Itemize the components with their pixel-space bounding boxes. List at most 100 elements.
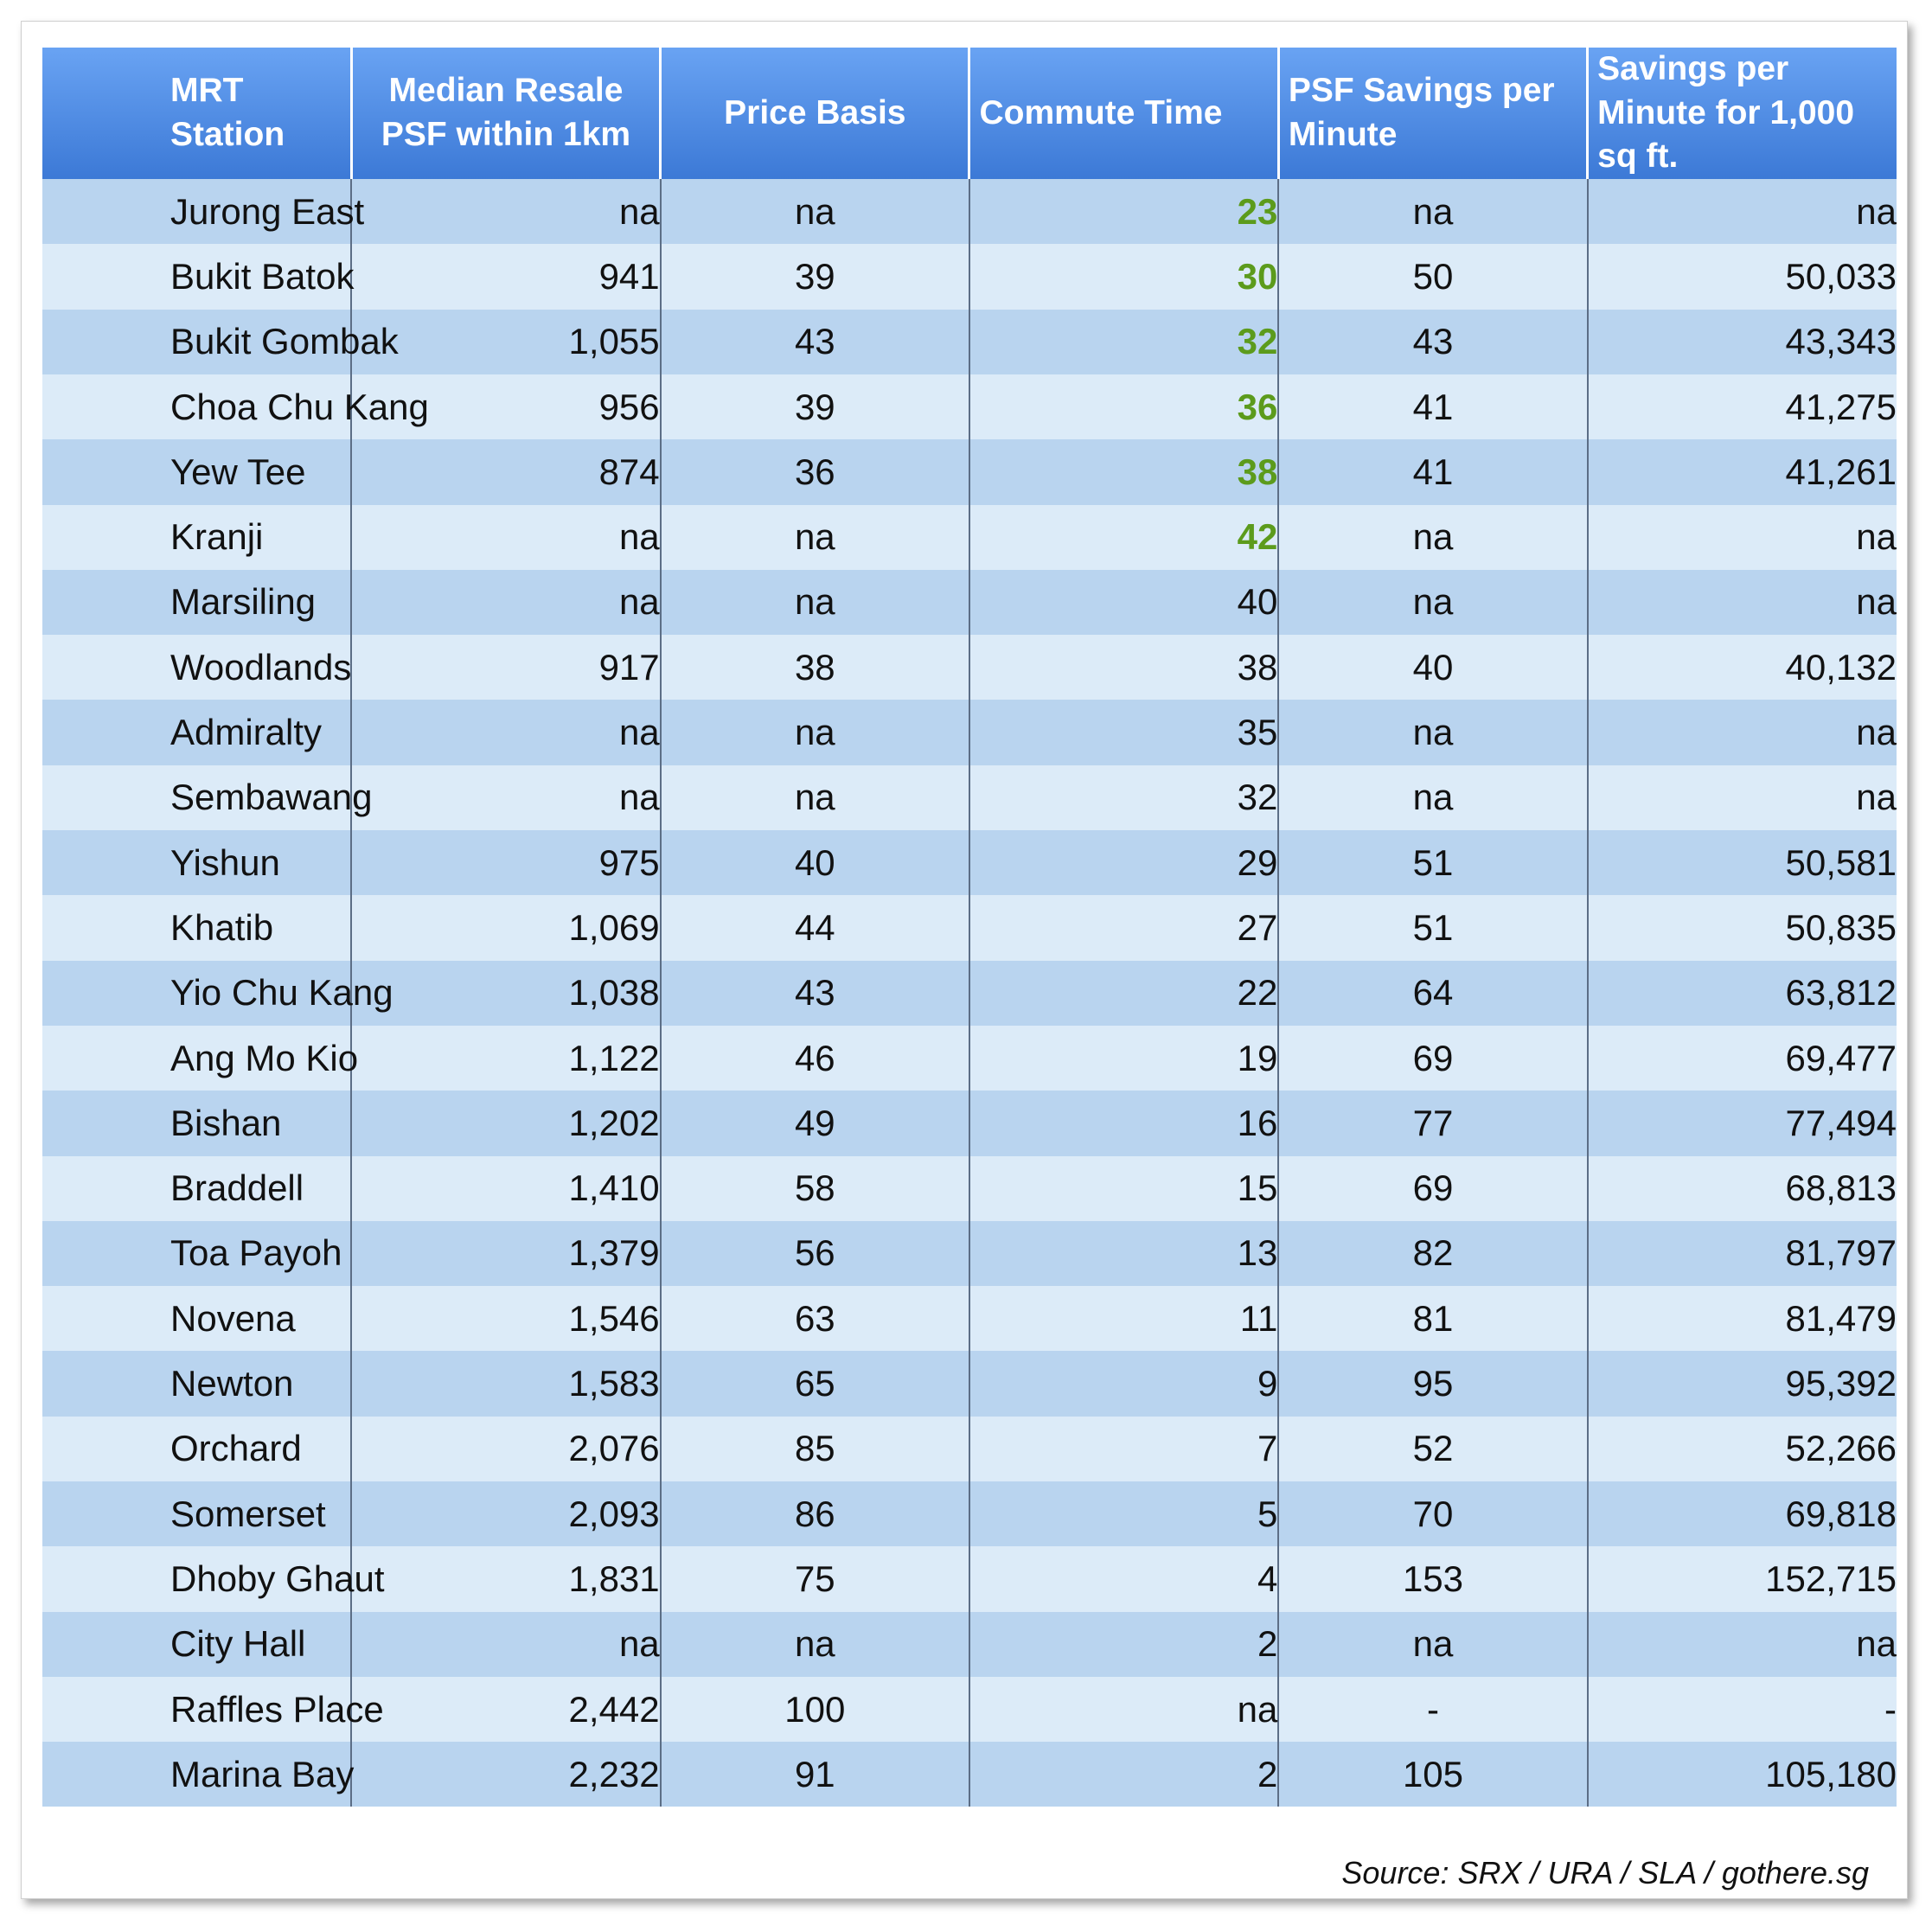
station-cell: Yio Chu Kang — [42, 960, 393, 1026]
median-resale-psf-cell: 1,202 — [350, 1091, 661, 1156]
savings-per-minute-cell: 77,494 — [1586, 1091, 1897, 1156]
table-row: City Hall na na 2 na na — [42, 1611, 1897, 1677]
savings-per-minute-cell: na — [1586, 569, 1897, 636]
savings-per-minute-cell: 50,033 — [1586, 244, 1897, 310]
table-row: Bukit Gombak 1,055 43 32 43 43,343 — [42, 309, 1897, 374]
price-basis-cell: 36 — [659, 439, 969, 505]
station-cell: Toa Payoh — [42, 1220, 352, 1287]
table-row: Kranji na na 42 na na — [42, 504, 1897, 570]
commute-time-cell: 36 — [968, 374, 1279, 440]
savings-per-minute-cell: 43,343 — [1586, 309, 1897, 374]
median-resale-psf-cell: 2,076 — [350, 1416, 661, 1481]
psf-savings-cell: 51 — [1277, 830, 1588, 896]
station-cell: Orchard — [42, 1416, 352, 1481]
savings-per-minute-cell: na — [1586, 764, 1897, 831]
commute-time-cell: 22 — [968, 960, 1279, 1026]
price-basis-cell: 75 — [659, 1546, 969, 1612]
station-cell: Dhoby Ghaut — [42, 1546, 385, 1612]
median-resale-psf-cell: 917 — [350, 635, 661, 700]
savings-per-minute-cell: - — [1586, 1676, 1897, 1743]
table-row: Marsiling na na 40 na na — [42, 569, 1897, 636]
table-row: Novena 1,546 63 11 81 81,479 — [42, 1286, 1897, 1352]
price-basis-cell: 43 — [659, 960, 969, 1026]
price-basis-cell: 63 — [659, 1286, 969, 1352]
price-basis-cell: 49 — [659, 1091, 969, 1156]
table-row: Bishan 1,202 49 16 77 77,494 — [42, 1091, 1897, 1156]
price-basis-cell: na — [659, 179, 969, 245]
psf-savings-cell: 105 — [1277, 1742, 1588, 1807]
table-row: Toa Payoh 1,379 56 13 82 81,797 — [42, 1220, 1897, 1287]
commute-time-cell: 13 — [968, 1220, 1279, 1287]
commute-time-cell: 32 — [968, 764, 1279, 831]
price-basis-cell: 91 — [659, 1742, 969, 1807]
commute-time-cell: 42 — [968, 504, 1279, 570]
table-row: Yio Chu Kang 1,038 43 22 64 63,812 — [42, 960, 1897, 1026]
station-cell: Raffles Place — [42, 1676, 384, 1743]
savings-per-minute-cell: 50,835 — [1586, 895, 1897, 961]
psf-savings-cell: na — [1277, 764, 1588, 831]
price-basis-cell: na — [659, 504, 969, 570]
psf-savings-cell: 69 — [1277, 1025, 1588, 1091]
savings-per-minute-cell: 81,479 — [1586, 1286, 1897, 1352]
station-cell: Marina Bay — [42, 1742, 354, 1807]
savings-per-minute-cell: 41,261 — [1586, 439, 1897, 505]
price-basis-cell: 58 — [659, 1155, 969, 1221]
commute-time-cell: 27 — [968, 895, 1279, 961]
commute-time-cell: 2 — [968, 1742, 1279, 1807]
price-basis-cell: 56 — [659, 1220, 969, 1287]
psf-savings-cell: 40 — [1277, 635, 1588, 700]
price-basis-cell: 100 — [659, 1676, 969, 1743]
commute-time-cell: 4 — [968, 1546, 1279, 1612]
commute-time-cell: 29 — [968, 830, 1279, 896]
table-row: Marina Bay 2,232 91 2 105 105,180 — [42, 1742, 1897, 1807]
header-psf-savings-per-minute: PSF Savings per Minute — [1276, 48, 1588, 180]
commute-time-cell: 23 — [968, 179, 1279, 245]
commute-time-cell: 2 — [968, 1611, 1279, 1677]
savings-per-minute-cell: 81,797 — [1586, 1220, 1897, 1287]
commute-time-cell: 19 — [968, 1025, 1279, 1091]
price-basis-cell: 46 — [659, 1025, 969, 1091]
station-cell: Bukit Batok — [42, 244, 354, 310]
psf-savings-cell: na — [1277, 569, 1588, 636]
station-cell: Bukit Gombak — [42, 309, 399, 374]
median-resale-psf-cell: na — [350, 569, 661, 636]
station-cell: Yishun — [42, 830, 352, 896]
median-resale-psf-cell: 1,546 — [350, 1286, 661, 1352]
psf-savings-cell: - — [1277, 1676, 1588, 1743]
price-basis-cell: 38 — [659, 635, 969, 700]
commute-time-cell: 32 — [968, 309, 1279, 374]
savings-per-minute-cell: 40,132 — [1586, 635, 1897, 700]
median-resale-psf-cell: 2,232 — [350, 1742, 661, 1807]
table-row: Orchard 2,076 85 7 52 52,266 — [42, 1416, 1897, 1481]
savings-per-minute-cell: 50,581 — [1586, 830, 1897, 896]
savings-per-minute-cell: 68,813 — [1586, 1155, 1897, 1221]
psf-savings-cell: na — [1277, 700, 1588, 765]
header-savings-per-minute-1000sqft: Savings per Minute for 1,000 sq ft. — [1586, 48, 1897, 180]
savings-per-minute-cell: 52,266 — [1586, 1416, 1897, 1481]
psf-savings-cell: 95 — [1277, 1351, 1588, 1417]
psf-savings-cell: 64 — [1277, 960, 1588, 1026]
median-resale-psf-cell: 1,831 — [350, 1546, 661, 1612]
savings-per-minute-cell: na — [1586, 179, 1897, 245]
savings-per-minute-cell: 41,275 — [1586, 374, 1897, 440]
table-row: Somerset 2,093 86 5 70 69,818 — [42, 1481, 1897, 1547]
station-cell: Khatib — [42, 895, 352, 961]
median-resale-psf-cell: 1,069 — [350, 895, 661, 961]
price-basis-cell: 43 — [659, 309, 969, 374]
table-row: Dhoby Ghaut 1,831 75 4 153 152,715 — [42, 1546, 1897, 1612]
station-cell: Yew Tee — [42, 439, 352, 505]
commute-time-cell: 9 — [968, 1351, 1279, 1417]
table-row: Khatib 1,069 44 27 51 50,835 — [42, 895, 1897, 961]
table-row: Ang Mo Kio 1,122 46 19 69 69,477 — [42, 1025, 1897, 1091]
station-cell: Bishan — [42, 1091, 352, 1156]
header-median-resale-psf: Median Resale PSF within 1km — [349, 48, 661, 180]
price-basis-cell: 65 — [659, 1351, 969, 1417]
station-cell: Woodlands — [42, 635, 351, 700]
station-cell: City Hall — [42, 1611, 352, 1677]
median-resale-psf-cell: 874 — [350, 439, 661, 505]
median-resale-psf-cell: na — [350, 700, 661, 765]
table-row: Woodlands 917 38 38 40 40,132 — [42, 635, 1897, 700]
price-basis-cell: 39 — [659, 374, 969, 440]
price-basis-cell: 44 — [659, 895, 969, 961]
station-cell: Choa Chu Kang — [42, 374, 429, 440]
